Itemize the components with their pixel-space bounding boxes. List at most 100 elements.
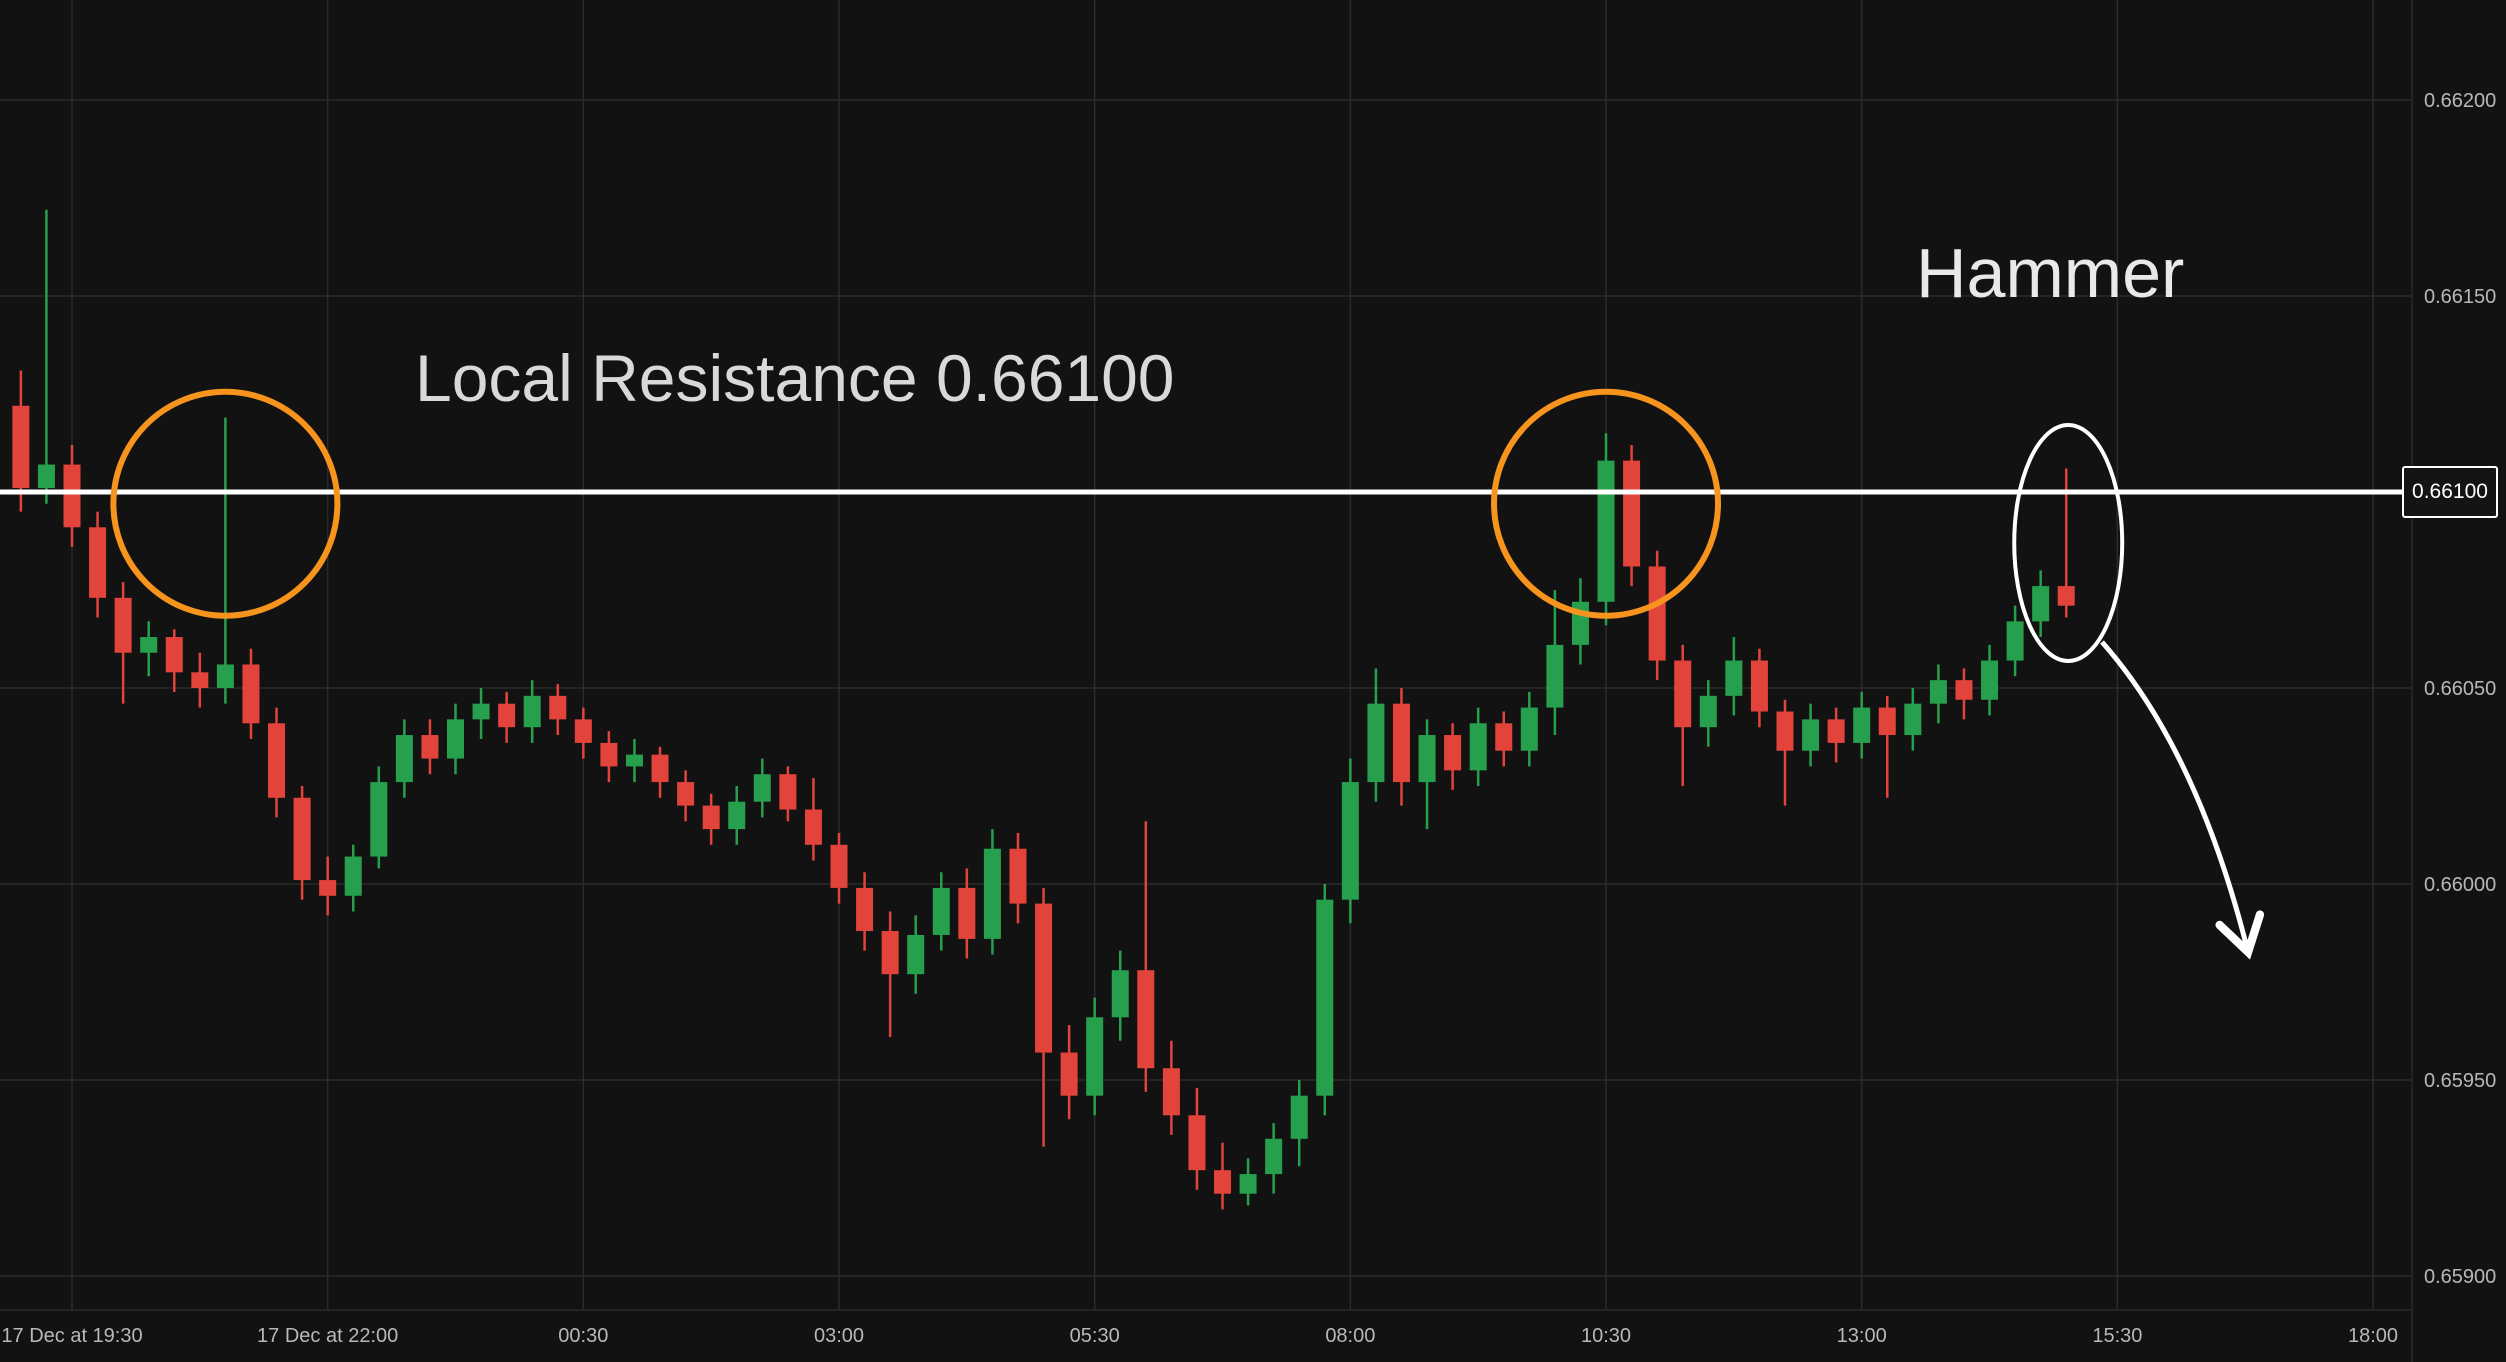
candle	[779, 766, 797, 822]
candle	[1674, 644, 1692, 786]
candle-body	[1520, 707, 1538, 751]
candle	[932, 872, 950, 951]
candle	[216, 417, 234, 704]
candle-body	[1699, 695, 1717, 728]
candle-body	[907, 934, 925, 975]
candle	[1214, 1142, 1232, 1210]
price-axis-label: 0.66150	[2424, 286, 2496, 308]
candle	[242, 648, 260, 739]
candle	[63, 444, 81, 547]
candle-body	[958, 887, 976, 939]
candle-body	[498, 703, 516, 728]
candle	[1929, 664, 1947, 724]
candle-body	[1725, 660, 1743, 696]
candle-body	[370, 782, 388, 857]
candle-body	[319, 880, 337, 896]
candle	[1904, 688, 1922, 751]
candle-body	[651, 754, 669, 783]
hammer-ellipse[interactable]	[2012, 422, 2125, 663]
highlight-circle[interactable]	[110, 388, 341, 619]
candle	[549, 684, 567, 736]
hammer-annotation-text[interactable]: Hammer	[1916, 234, 2185, 312]
candle	[1418, 719, 1436, 830]
candle	[421, 719, 439, 775]
candle-body	[2032, 586, 2050, 622]
candle	[1111, 950, 1129, 1041]
candle	[1623, 444, 1641, 587]
candle	[753, 758, 771, 818]
candle-body	[728, 801, 746, 830]
candle-body	[1827, 719, 1845, 743]
candle	[447, 703, 465, 775]
candle	[2032, 570, 2050, 638]
candle-body	[549, 695, 567, 720]
candle-body	[1086, 1017, 1104, 1096]
candle-body	[1776, 711, 1794, 751]
candle-body	[395, 735, 413, 783]
price-axis-tag: 0.66100	[2402, 466, 2498, 518]
candle	[1981, 644, 1999, 716]
candle	[344, 844, 362, 912]
candle	[89, 511, 107, 618]
candle-body	[1444, 735, 1462, 771]
candle-body	[625, 754, 643, 767]
candle-body	[1341, 782, 1359, 900]
candle-body	[1111, 970, 1129, 1018]
time-axis-label: 10:30	[1581, 1325, 1631, 1347]
candle-body	[37, 464, 55, 489]
candle	[1265, 1123, 1283, 1194]
down-arrow[interactable]	[2100, 640, 2265, 960]
candle-body	[472, 703, 490, 720]
highlight-circle[interactable]	[1491, 388, 1722, 619]
candle	[830, 833, 848, 904]
candle	[958, 868, 976, 959]
candle-body	[293, 797, 311, 881]
candle	[1469, 707, 1487, 786]
candle-body	[1214, 1170, 1232, 1194]
candle	[1009, 833, 1027, 924]
candle-body	[114, 597, 132, 653]
candle-body	[1802, 719, 1820, 751]
candle	[1060, 1025, 1078, 1120]
candle-body	[1009, 848, 1027, 904]
candle	[1878, 695, 1896, 798]
price-axis-label: 0.65900	[2424, 1266, 2496, 1288]
candle-body	[523, 695, 541, 728]
candle-body	[600, 742, 618, 767]
price-axis-label: 0.66000	[2424, 874, 2496, 896]
candle-body	[63, 464, 81, 528]
candle-body	[881, 931, 899, 975]
candle	[1750, 648, 1768, 728]
candle-body	[1239, 1174, 1257, 1194]
candle	[1827, 707, 1845, 763]
candle-body	[12, 405, 30, 489]
candle	[1571, 578, 1589, 665]
candle-body	[1367, 703, 1385, 783]
resistance-annotation-text[interactable]: Local Resistance 0.66100	[415, 341, 1175, 415]
candle-body	[1188, 1115, 1206, 1171]
candle-body	[753, 774, 771, 802]
candle	[1162, 1040, 1180, 1135]
candle-body	[702, 805, 720, 830]
candle	[1086, 997, 1104, 1116]
candle-body	[2006, 621, 2024, 661]
candle	[1367, 668, 1385, 802]
candle-body	[1648, 566, 1666, 661]
time-axis-label: 00:30	[558, 1325, 608, 1347]
candle	[1392, 688, 1410, 806]
candle	[114, 582, 132, 704]
candle	[293, 786, 311, 900]
candle-body	[1878, 707, 1896, 736]
candle	[1239, 1158, 1257, 1206]
candle	[165, 629, 183, 692]
candle-body	[932, 887, 950, 935]
candle	[319, 856, 337, 916]
candle-body	[89, 527, 107, 598]
price-axis-label: 0.66050	[2424, 678, 2496, 700]
price-axis-label: 0.66200	[2424, 90, 2496, 112]
candle-body	[268, 723, 286, 798]
candle-body	[1265, 1138, 1283, 1175]
time-axis-label: 05:30	[1070, 1325, 1120, 1347]
